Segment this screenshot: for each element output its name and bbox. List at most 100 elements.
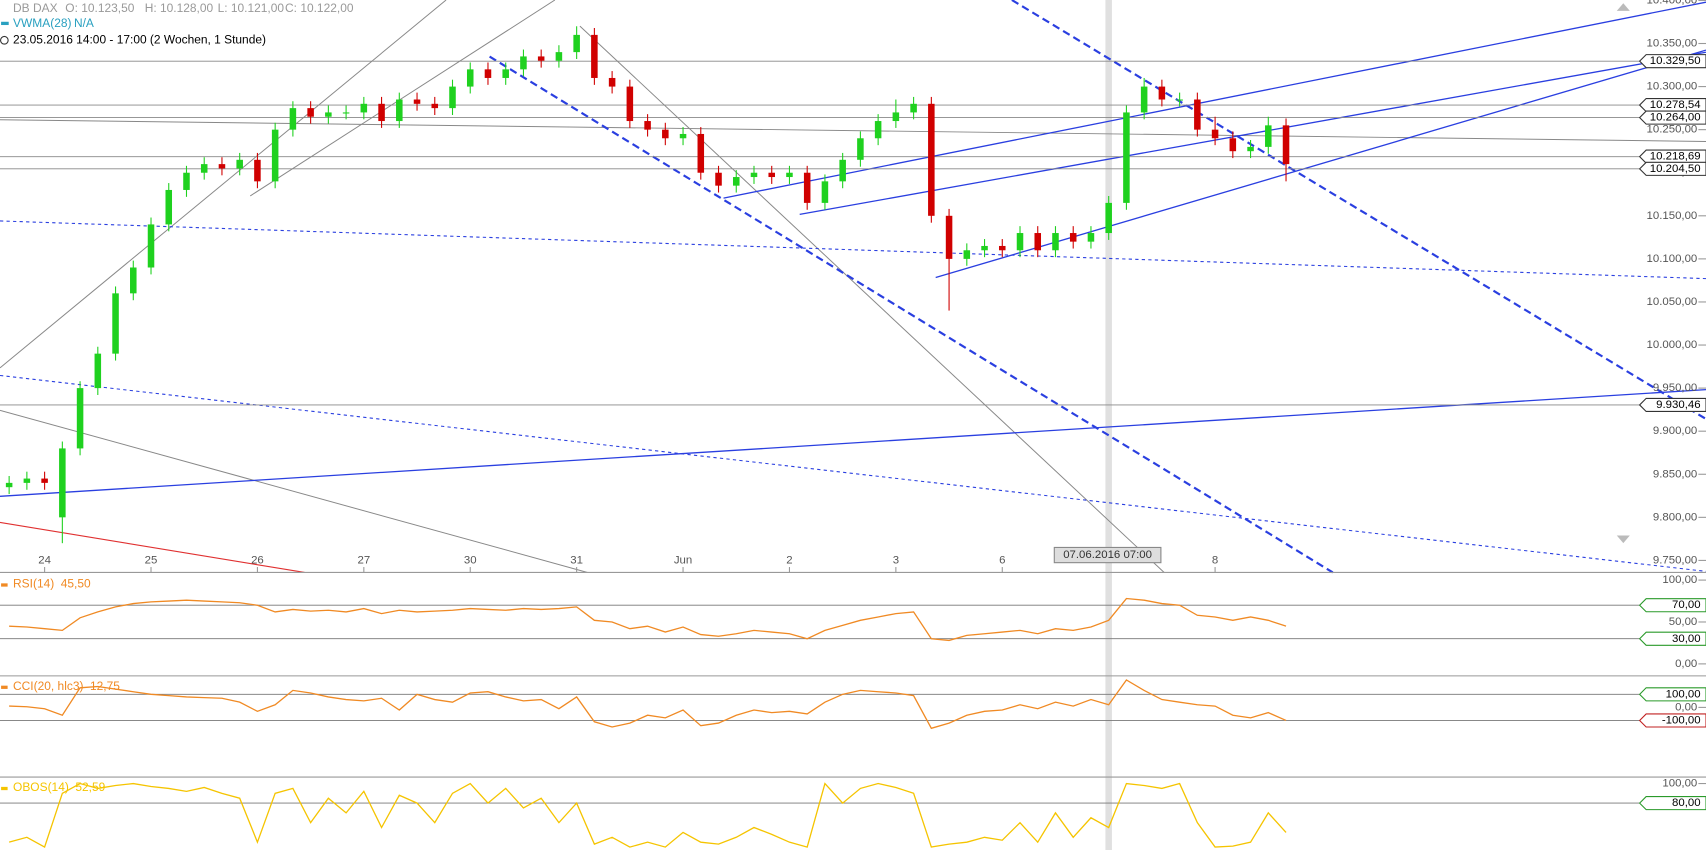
candle-body — [307, 108, 314, 117]
candle-body — [502, 69, 509, 78]
y-tick-label: 9.850,00 — [1653, 468, 1697, 480]
candle-body — [1123, 112, 1130, 203]
trend-line — [723, 1, 1706, 199]
trend-line — [0, 409, 588, 573]
candle-body — [325, 112, 332, 117]
indicator-line — [9, 679, 1287, 730]
value-tag — [1638, 713, 1706, 728]
candle-body — [1158, 86, 1166, 100]
x-tick-label: 3 — [893, 555, 899, 567]
value-tag-label: 10.278,54 — [1650, 99, 1701, 111]
value-tag — [1638, 598, 1706, 613]
candle-body — [1069, 233, 1077, 242]
ohlc: O: 10.123,50 — [65, 1, 134, 15]
y-tick-label: 10.350,00 — [1647, 38, 1698, 50]
candle-body — [218, 164, 226, 169]
candle-body — [981, 245, 988, 251]
candle-body — [413, 99, 421, 104]
candle-body — [449, 86, 456, 109]
y-tick-label: 0,00 — [1675, 701, 1697, 713]
value-tag-label: 10.264,00 — [1650, 112, 1701, 124]
value-tag — [1638, 110, 1706, 125]
trend-line — [0, 521, 305, 574]
trend-line — [935, 49, 1706, 279]
y-tick-label: 10.250,00 — [1647, 124, 1698, 136]
x-tick-label: 26 — [251, 555, 264, 567]
candle-body — [1052, 233, 1059, 251]
candle-body — [1105, 202, 1112, 234]
candle-body — [1229, 138, 1237, 152]
value-tag-label: 9.930,46 — [1656, 399, 1700, 411]
candle-body — [1265, 125, 1272, 147]
y-tick-label: 9.950,00 — [1653, 382, 1697, 394]
candle-body — [289, 108, 297, 130]
y-tick-label: 100,00 — [1662, 778, 1697, 790]
y-tick-label: 10.400,00 — [1647, 0, 1698, 6]
trend-line — [0, 119, 1706, 142]
candle-body — [750, 172, 758, 178]
candle-body — [94, 353, 102, 389]
candle-body — [254, 159, 261, 182]
x-tick-label: Jun — [674, 555, 692, 567]
candle-body — [183, 172, 190, 190]
candle-body — [555, 52, 563, 61]
candle-body — [999, 245, 1006, 251]
y-tick-label: 9.750,00 — [1653, 554, 1697, 566]
y-tick-label: 10.300,00 — [1647, 81, 1698, 93]
x-tick-label: 2 — [786, 555, 792, 567]
candle-body — [1016, 233, 1024, 251]
trend-line — [1011, 0, 1706, 420]
candle-body — [573, 34, 580, 53]
candle-body — [1034, 233, 1042, 251]
candle-body — [1194, 99, 1201, 130]
candle-body — [41, 478, 48, 483]
y-tick-label: 10.150,00 — [1647, 210, 1698, 222]
candle-body — [662, 129, 669, 139]
ohlc: C: 10.122,00 — [285, 1, 354, 15]
crosshair-label: 07.06.2016 07:00 — [1063, 549, 1152, 561]
x-tick-label: 24 — [38, 555, 51, 567]
value-tag-label: 10.218,69 — [1650, 151, 1701, 163]
indicator-line — [9, 597, 1287, 642]
candle-body — [1282, 125, 1290, 165]
clock-icon — [0, 35, 9, 45]
trend-line — [249, 0, 556, 197]
y-tick-label: 50,00 — [1669, 616, 1698, 628]
candle-body — [271, 129, 279, 182]
candle-body — [874, 121, 882, 139]
y-tick-label: 10.050,00 — [1647, 296, 1698, 308]
candle-body — [1087, 233, 1095, 242]
trend-line — [0, 388, 1706, 497]
scroll-arrow[interactable] — [1616, 3, 1630, 11]
candle-body — [484, 69, 492, 78]
x-tick-label: 30 — [464, 555, 477, 567]
candle-body — [591, 34, 598, 78]
scroll-arrow[interactable] — [1616, 535, 1630, 544]
candle-body — [821, 181, 829, 203]
candle-body — [945, 215, 953, 259]
y-tick-label: 10.000,00 — [1647, 339, 1698, 351]
x-tick-label: 31 — [570, 555, 583, 567]
x-tick-label: 6 — [999, 555, 1005, 567]
y-tick-label: 10.100,00 — [1647, 253, 1698, 265]
indicator-value: N/A — [74, 16, 94, 30]
x-tick-label: 8 — [1212, 555, 1218, 567]
trend-line — [489, 55, 1334, 574]
candle-body — [520, 56, 527, 70]
candle-body — [626, 86, 634, 122]
value-tag — [1638, 397, 1706, 413]
value-tag-label: 10.204,50 — [1650, 163, 1701, 175]
candle-body — [715, 172, 722, 186]
candle-body — [910, 103, 917, 113]
value-tag — [1638, 54, 1706, 69]
value-tag — [1638, 631, 1706, 646]
candle-body — [537, 56, 545, 61]
value-tag-label: 10.329,50 — [1650, 55, 1701, 67]
value-tag — [1638, 97, 1706, 113]
ohlc: H: 10.128,00 — [145, 1, 214, 15]
candle-body — [466, 69, 474, 87]
candle-body — [396, 99, 403, 122]
indicator-name: VWMA(28) — [13, 16, 71, 30]
indicator-name: RSI(14) — [13, 577, 54, 591]
